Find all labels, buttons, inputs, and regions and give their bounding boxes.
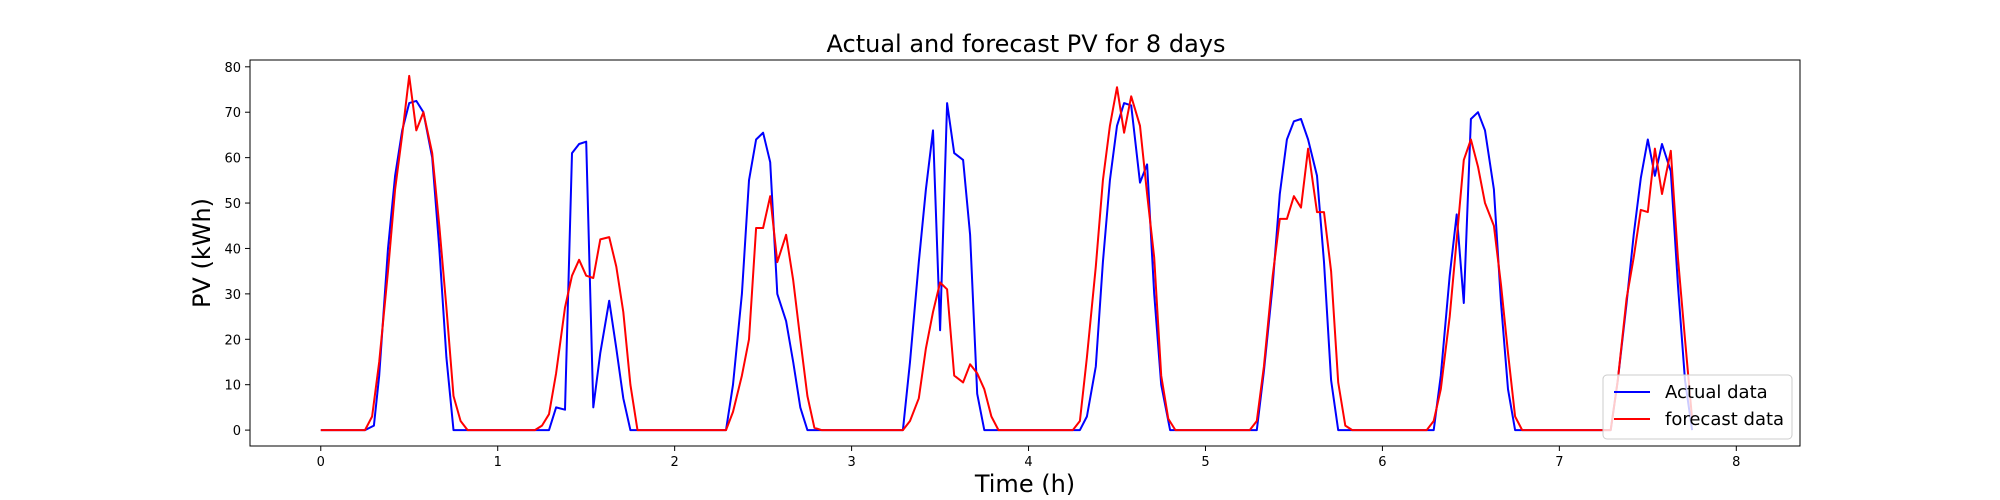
x-tick-label: 0 xyxy=(317,455,325,470)
y-axis-label: PV (kWh) xyxy=(188,198,216,308)
x-tick-label: 3 xyxy=(847,455,855,470)
x-tick-label: 1 xyxy=(494,455,502,470)
legend-box xyxy=(1602,374,1793,440)
y-tick-label: 60 xyxy=(224,152,241,167)
x-tick-label: 7 xyxy=(1555,455,1563,470)
plot-frame xyxy=(249,59,1801,447)
y-tick-label: 10 xyxy=(224,379,241,394)
chart-title: Actual and forecast PV for 8 days xyxy=(827,30,1226,58)
y-tick-label: 20 xyxy=(224,333,241,348)
y-tick-label: 40 xyxy=(224,242,241,257)
actual-data-line xyxy=(320,99,1694,432)
x-tick-label: 5 xyxy=(1201,455,1209,470)
forecast-data-line xyxy=(320,74,1694,432)
y-tick-label: 30 xyxy=(224,288,241,303)
y-tick-label: 0 xyxy=(233,424,241,439)
y-tick-label: 70 xyxy=(224,106,241,121)
legend: Actual data forecast data xyxy=(1602,374,1793,440)
x-tick-label: 4 xyxy=(1024,455,1032,470)
x-axis-label: Time (h) xyxy=(974,470,1075,498)
x-tick-label: 6 xyxy=(1378,455,1386,470)
plot-layer xyxy=(320,74,1694,432)
x-tick-label: 2 xyxy=(671,455,679,470)
x-tick-label: 8 xyxy=(1732,455,1740,470)
legend-label-actual: Actual data xyxy=(1665,382,1768,403)
legend-label-forecast: forecast data xyxy=(1665,409,1784,430)
y-tick-label: 50 xyxy=(224,197,241,212)
y-tick-label: 80 xyxy=(224,61,241,76)
